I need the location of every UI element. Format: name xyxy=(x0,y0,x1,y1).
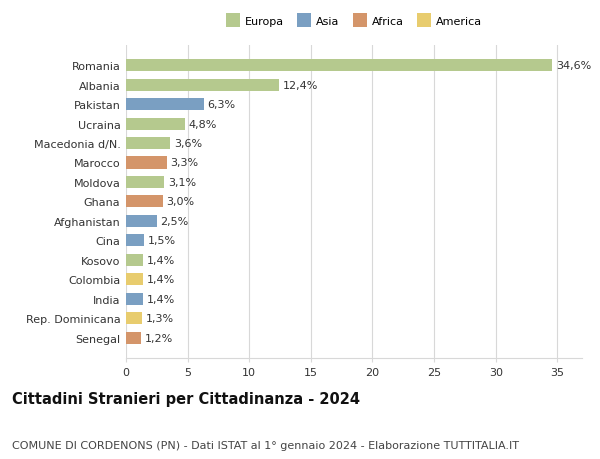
Text: 1,2%: 1,2% xyxy=(145,333,173,343)
Text: 1,4%: 1,4% xyxy=(147,294,175,304)
Text: 1,3%: 1,3% xyxy=(146,313,174,324)
Text: 3,6%: 3,6% xyxy=(174,139,202,149)
Text: 1,5%: 1,5% xyxy=(148,236,176,246)
Bar xyxy=(126,332,141,344)
Bar xyxy=(126,215,157,227)
Bar xyxy=(126,60,553,72)
Bar xyxy=(126,196,163,208)
Bar xyxy=(126,313,142,325)
Legend: Europa, Asia, Africa, America: Europa, Asia, Africa, America xyxy=(221,11,487,31)
Bar xyxy=(126,254,143,266)
Text: 3,1%: 3,1% xyxy=(168,178,196,188)
Bar xyxy=(126,235,145,247)
Text: 6,3%: 6,3% xyxy=(208,100,235,110)
Text: 3,0%: 3,0% xyxy=(167,197,195,207)
Text: 4,8%: 4,8% xyxy=(189,119,217,129)
Text: 1,4%: 1,4% xyxy=(147,274,175,285)
Text: 12,4%: 12,4% xyxy=(283,80,318,90)
Bar xyxy=(126,293,143,305)
Bar xyxy=(126,99,203,111)
Bar xyxy=(126,118,185,130)
Bar xyxy=(126,79,279,91)
Bar xyxy=(126,177,164,189)
Text: 34,6%: 34,6% xyxy=(556,61,592,71)
Text: Cittadini Stranieri per Cittadinanza - 2024: Cittadini Stranieri per Cittadinanza - 2… xyxy=(12,391,360,406)
Bar xyxy=(126,157,167,169)
Text: COMUNE DI CORDENONS (PN) - Dati ISTAT al 1° gennaio 2024 - Elaborazione TUTTITAL: COMUNE DI CORDENONS (PN) - Dati ISTAT al… xyxy=(12,440,519,450)
Text: 1,4%: 1,4% xyxy=(147,255,175,265)
Bar xyxy=(126,138,170,150)
Text: 3,3%: 3,3% xyxy=(170,158,199,168)
Text: 2,5%: 2,5% xyxy=(161,216,189,226)
Bar xyxy=(126,274,143,285)
